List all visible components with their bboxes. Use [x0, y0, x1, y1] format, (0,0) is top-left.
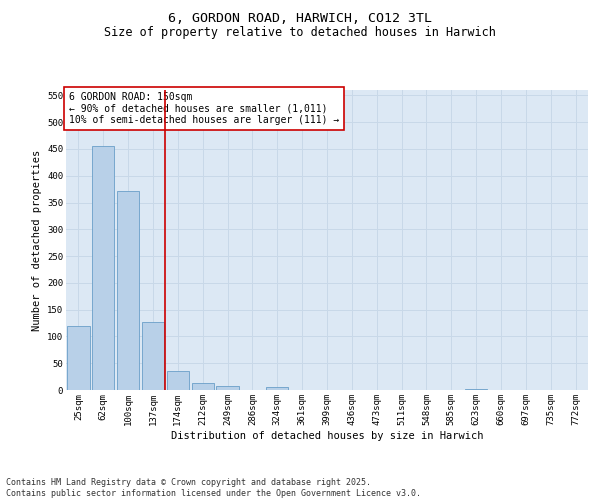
- Bar: [167, 371, 189, 390]
- X-axis label: Distribution of detached houses by size in Harwich: Distribution of detached houses by size …: [171, 430, 483, 440]
- Bar: [142, 322, 164, 390]
- Text: Size of property relative to detached houses in Harwich: Size of property relative to detached ho…: [104, 26, 496, 39]
- Bar: [67, 326, 89, 390]
- Y-axis label: Number of detached properties: Number of detached properties: [32, 150, 41, 330]
- Bar: [266, 388, 289, 390]
- Text: Contains HM Land Registry data © Crown copyright and database right 2025.
Contai: Contains HM Land Registry data © Crown c…: [6, 478, 421, 498]
- Bar: [117, 190, 139, 390]
- Text: 6 GORDON ROAD: 150sqm
← 90% of detached houses are smaller (1,011)
10% of semi-d: 6 GORDON ROAD: 150sqm ← 90% of detached …: [68, 92, 339, 124]
- Bar: [92, 146, 115, 390]
- Text: 6, GORDON ROAD, HARWICH, CO12 3TL: 6, GORDON ROAD, HARWICH, CO12 3TL: [168, 12, 432, 26]
- Bar: [217, 386, 239, 390]
- Bar: [191, 383, 214, 390]
